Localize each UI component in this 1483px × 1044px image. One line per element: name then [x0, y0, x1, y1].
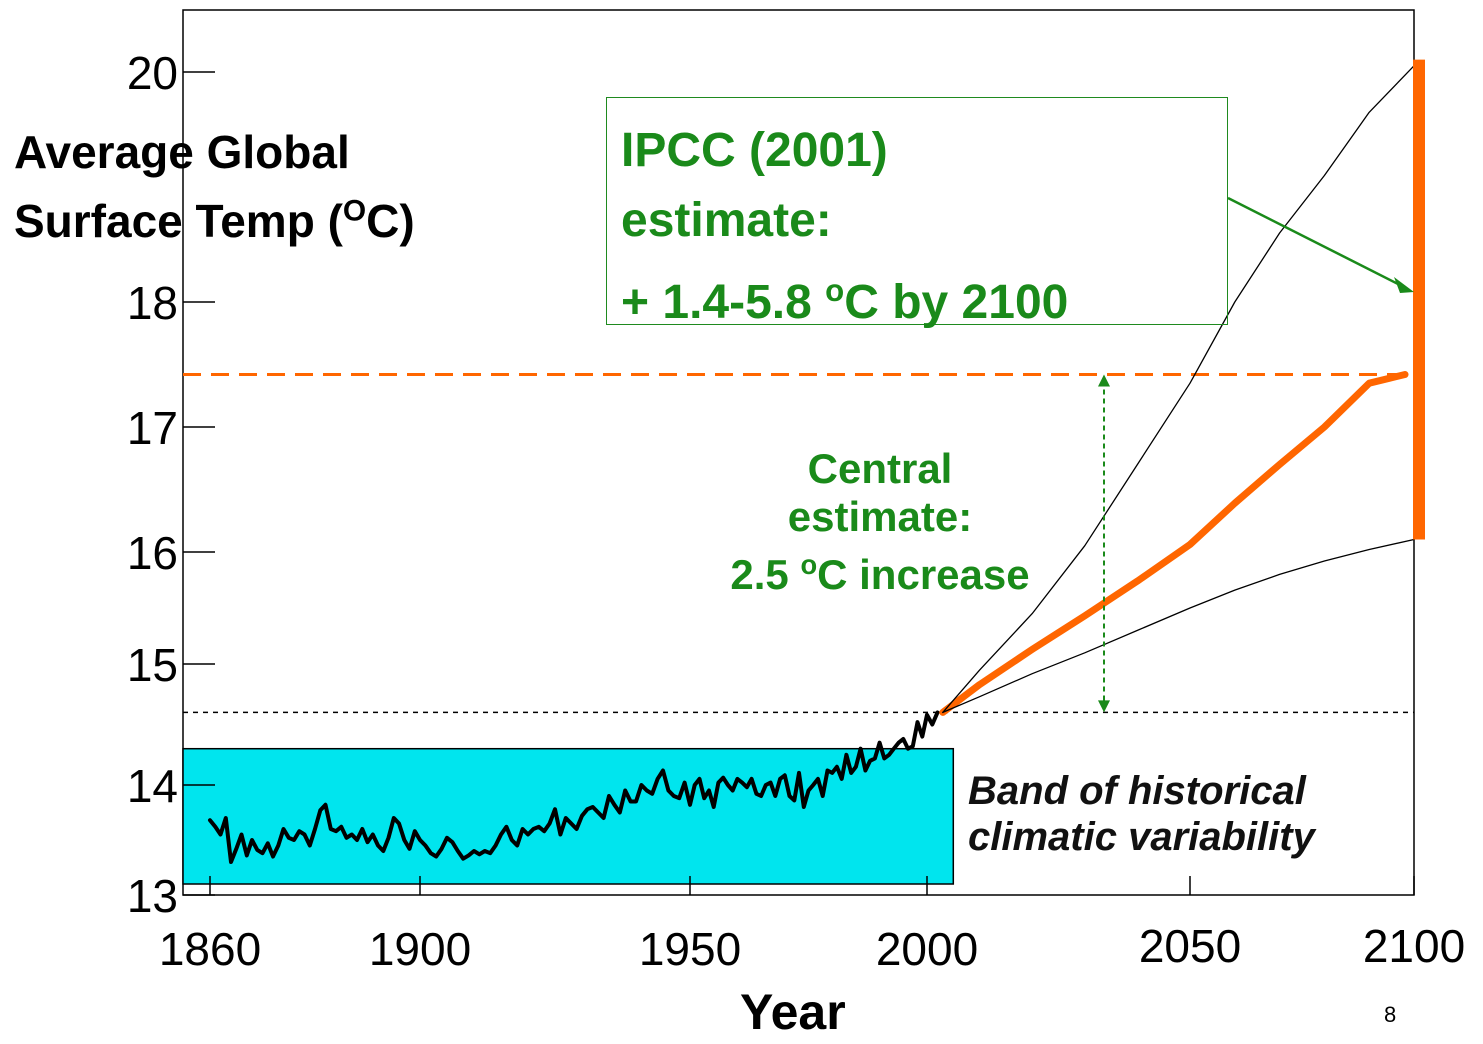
x-tick-label: 2000 [876, 923, 978, 975]
central-line2: estimate: [787, 493, 973, 540]
series-line [942, 538, 1415, 714]
series-line [208, 710, 940, 864]
x-tick-label: 2050 [1139, 920, 1241, 972]
band-annotation: Band of historical climatic variability [968, 768, 1408, 860]
series-line [942, 65, 1415, 714]
x-tick-label: 1860 [159, 923, 261, 975]
ipcc-pointer-arrow [1227, 196, 1405, 289]
ipcc-line3: + 1.4-5.8 oC by 2100 [621, 273, 1069, 330]
y-tick-label: 17 [127, 402, 178, 454]
central-line3: 2.5 oC increase [730, 549, 1030, 598]
y-tick-label: 15 [127, 639, 178, 691]
series-line [939, 371, 1409, 716]
ipcc-annotation-box: IPCC (2001) estimate: + 1.4-5.8 oC by 21… [606, 97, 1228, 329]
y-tick-label: 13 [127, 870, 178, 922]
y-axis-title-line1: Average Global [14, 126, 350, 178]
y-tick-label: 18 [127, 277, 178, 329]
x-tick-label: 1950 [639, 923, 741, 975]
y-axis-title: Average Global Surface Temp (OC) [14, 118, 415, 256]
band-line2: climatic variability [968, 815, 1315, 859]
central-line1: Central [807, 445, 953, 492]
ipcc-pointer-arrow-head [1394, 277, 1414, 293]
y-axis-title-line2: Surface Temp (OC) [14, 194, 415, 247]
x-tick-label: 1900 [369, 923, 471, 975]
x-tick-label: 2100 [1363, 920, 1465, 972]
y-tick-label: 14 [127, 760, 178, 812]
y-tick-label: 20 [127, 47, 178, 99]
central-estimate-annotation: Central estimate: 2.5 oC increase [660, 445, 1100, 599]
page-number: 8 [1384, 1002, 1397, 1027]
x-axis-title: Year [740, 984, 846, 1040]
ipcc-line2: estimate: [621, 194, 832, 247]
increase-arrow-head-up [1098, 374, 1110, 387]
ipcc-line1: IPCC (2001) [621, 124, 888, 177]
y-tick-label: 16 [127, 527, 178, 579]
increase-arrow-head-down [1098, 700, 1110, 713]
band-line1: Band of historical [968, 769, 1306, 813]
variability-band [182, 747, 955, 885]
